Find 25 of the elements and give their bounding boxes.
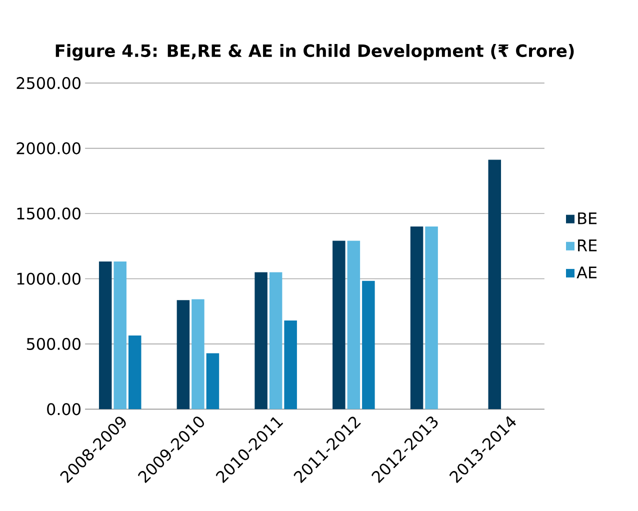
y-tick-label: 500.00 xyxy=(26,338,80,350)
bar xyxy=(269,272,282,410)
bar xyxy=(206,353,220,410)
y-tick-label: 2000.00 xyxy=(16,142,80,154)
y-tick-label: 1500.00 xyxy=(17,207,80,220)
legend-label: RE xyxy=(578,239,597,252)
bar xyxy=(98,261,112,410)
bar xyxy=(284,320,297,410)
bar xyxy=(192,299,204,410)
bar xyxy=(425,226,438,410)
bar xyxy=(254,272,268,410)
bar xyxy=(176,300,190,410)
y-tick-label: 0.00 xyxy=(47,403,80,416)
bar xyxy=(488,160,502,410)
bar xyxy=(347,240,360,410)
bar xyxy=(362,280,375,410)
legend-label: AE xyxy=(576,266,597,278)
bar xyxy=(332,240,346,410)
bar xyxy=(114,261,126,410)
y-tick-label: 2500.00 xyxy=(16,76,80,89)
bar xyxy=(410,226,424,410)
legend-label: BE xyxy=(578,212,597,224)
y-tick-label: 1000.00 xyxy=(17,272,80,285)
chart-title: Figure 4.5: BE,RE & AE in Child Development (₹ Crore) xyxy=(56,44,574,60)
bar xyxy=(128,335,142,410)
